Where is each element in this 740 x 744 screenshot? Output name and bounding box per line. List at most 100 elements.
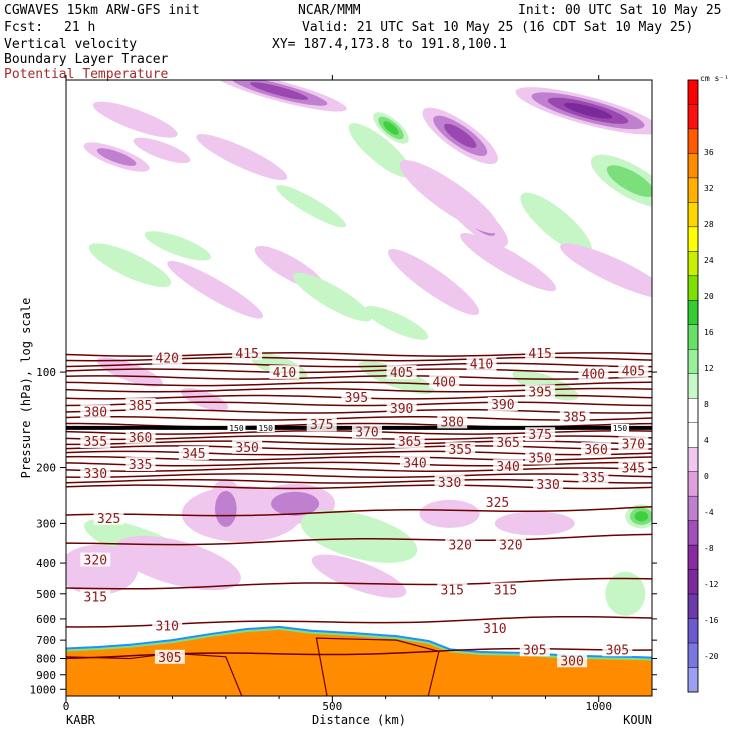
theta-label: 310 <box>483 622 506 637</box>
theta-label-bg <box>525 427 556 442</box>
theta-label-bg <box>533 476 564 491</box>
xy-coordinates: XY= 187.4,173.8 to 191.8,100.1 <box>272 37 507 52</box>
x-axis-label: Distance (km) <box>312 713 406 727</box>
y-axis-label: Pressure (hPa), log scale <box>19 298 33 479</box>
colorbar-label: 28 <box>704 220 714 229</box>
w-blob <box>444 123 477 148</box>
theta-label-bg <box>490 582 521 597</box>
colorbar-units: cm s⁻¹ <box>700 74 729 83</box>
tropopause-label-bg <box>227 423 246 432</box>
theta-label: 365 <box>398 435 421 450</box>
theta-label: 315 <box>494 584 517 599</box>
w-blob <box>293 272 372 322</box>
theta-label-bg <box>434 474 465 489</box>
theta-label: 345 <box>622 462 645 477</box>
theta-label: 315 <box>84 591 107 606</box>
colorbar-label: 36 <box>704 148 714 157</box>
colorbar-segment <box>687 520 699 546</box>
theta-label-bg <box>80 404 111 419</box>
y-tick-label: 900 <box>36 669 56 682</box>
theta-label: 375 <box>310 418 333 433</box>
w-blob <box>634 511 649 522</box>
theta-label: 415 <box>528 347 551 362</box>
theta-label: 380 <box>84 405 107 420</box>
colorbar-label: 24 <box>704 256 714 265</box>
theta-label-bg <box>578 366 609 381</box>
theta-contour-line <box>66 375 652 380</box>
colorbar-label: -4 <box>704 508 714 517</box>
colorbar-label: 12 <box>704 364 714 373</box>
theta-label-bg <box>152 350 183 365</box>
w-blob <box>563 102 613 119</box>
theta-label-bg <box>495 537 526 552</box>
colorbar-label: -16 <box>704 616 719 625</box>
theta-label-bg <box>479 620 510 635</box>
colorbar-segment <box>687 495 699 521</box>
theta-label-bg <box>525 384 556 399</box>
x-tick-label: 0 <box>63 700 70 713</box>
tropopause-label: 150 <box>613 424 628 433</box>
theta-label-bg <box>125 457 156 472</box>
colorbar-segment <box>687 398 699 423</box>
right-endpoint-label: KOUN <box>623 713 652 727</box>
colorbar-label: -8 <box>704 544 714 553</box>
y-tick-label: 300 <box>36 517 56 530</box>
theta-label: 335 <box>129 458 152 473</box>
colorbar-segment <box>687 642 699 668</box>
w-blob <box>520 192 592 255</box>
init-time: Init: 00 UTC Sat 10 May 25 <box>518 3 722 18</box>
y-tick-label: 500 <box>36 588 56 601</box>
theta-label-bg <box>80 589 111 604</box>
theta-label: 370 <box>622 438 645 453</box>
vertical-velocity-layer <box>66 80 652 616</box>
theta-label-bg <box>445 442 476 457</box>
theta-label-bg <box>466 356 497 371</box>
colorbar-segment <box>687 128 699 154</box>
w-blob <box>196 134 288 181</box>
w-blob <box>460 232 557 292</box>
colorbar-segment <box>687 667 699 693</box>
theta-contour-line <box>66 408 652 414</box>
theta-label-bg <box>437 582 468 597</box>
w-blob <box>167 260 264 319</box>
theta-label: 335 <box>582 471 605 486</box>
colorbar-segment <box>687 324 699 350</box>
colorbar-segment <box>687 422 699 448</box>
theta-label: 355 <box>84 435 107 450</box>
colorbar-label: 20 <box>704 292 714 301</box>
theta-label-bg <box>482 495 513 510</box>
theta-label-bg <box>399 455 430 470</box>
colorbar-segment <box>687 79 699 105</box>
theta-label-bg <box>525 345 556 360</box>
w-blob <box>96 148 137 166</box>
theta-label: 405 <box>390 366 413 381</box>
colorbar-label: 8 <box>704 400 709 409</box>
colorbar-segment <box>687 275 699 301</box>
theta-label: 315 <box>440 584 463 599</box>
w-blob <box>215 490 237 527</box>
theta-label: 385 <box>129 399 152 414</box>
w-blob <box>419 499 480 528</box>
theta-label-bg <box>80 465 111 480</box>
theta-label: 350 <box>235 441 258 456</box>
theta-contour-line <box>66 368 652 374</box>
theta-label-bg <box>525 450 556 465</box>
theta-contour-line <box>66 445 652 450</box>
theta-label-bg <box>306 417 337 432</box>
w-blob <box>388 248 480 316</box>
y-tick-label: 1000 <box>30 683 57 696</box>
potential-temperature-layer: 150 150 150 420 415 415 410 410 405 405 400 400 395 3… <box>66 345 652 669</box>
w-blob <box>92 101 178 138</box>
theta-label: 385 <box>563 410 586 425</box>
colorbar-label: -20 <box>704 652 719 661</box>
theta-label-bg <box>269 365 300 380</box>
w-blob <box>311 554 407 598</box>
w-blob <box>383 121 399 135</box>
w-blob <box>271 491 320 516</box>
theta-label: 375 <box>528 428 551 443</box>
colorbar: 36 32 28 24 20 16 12 8 4 0 -4 -8 -12 -16 -20 <box>687 79 719 693</box>
theta-label: 340 <box>403 457 426 472</box>
theta-label: 405 <box>622 365 645 380</box>
